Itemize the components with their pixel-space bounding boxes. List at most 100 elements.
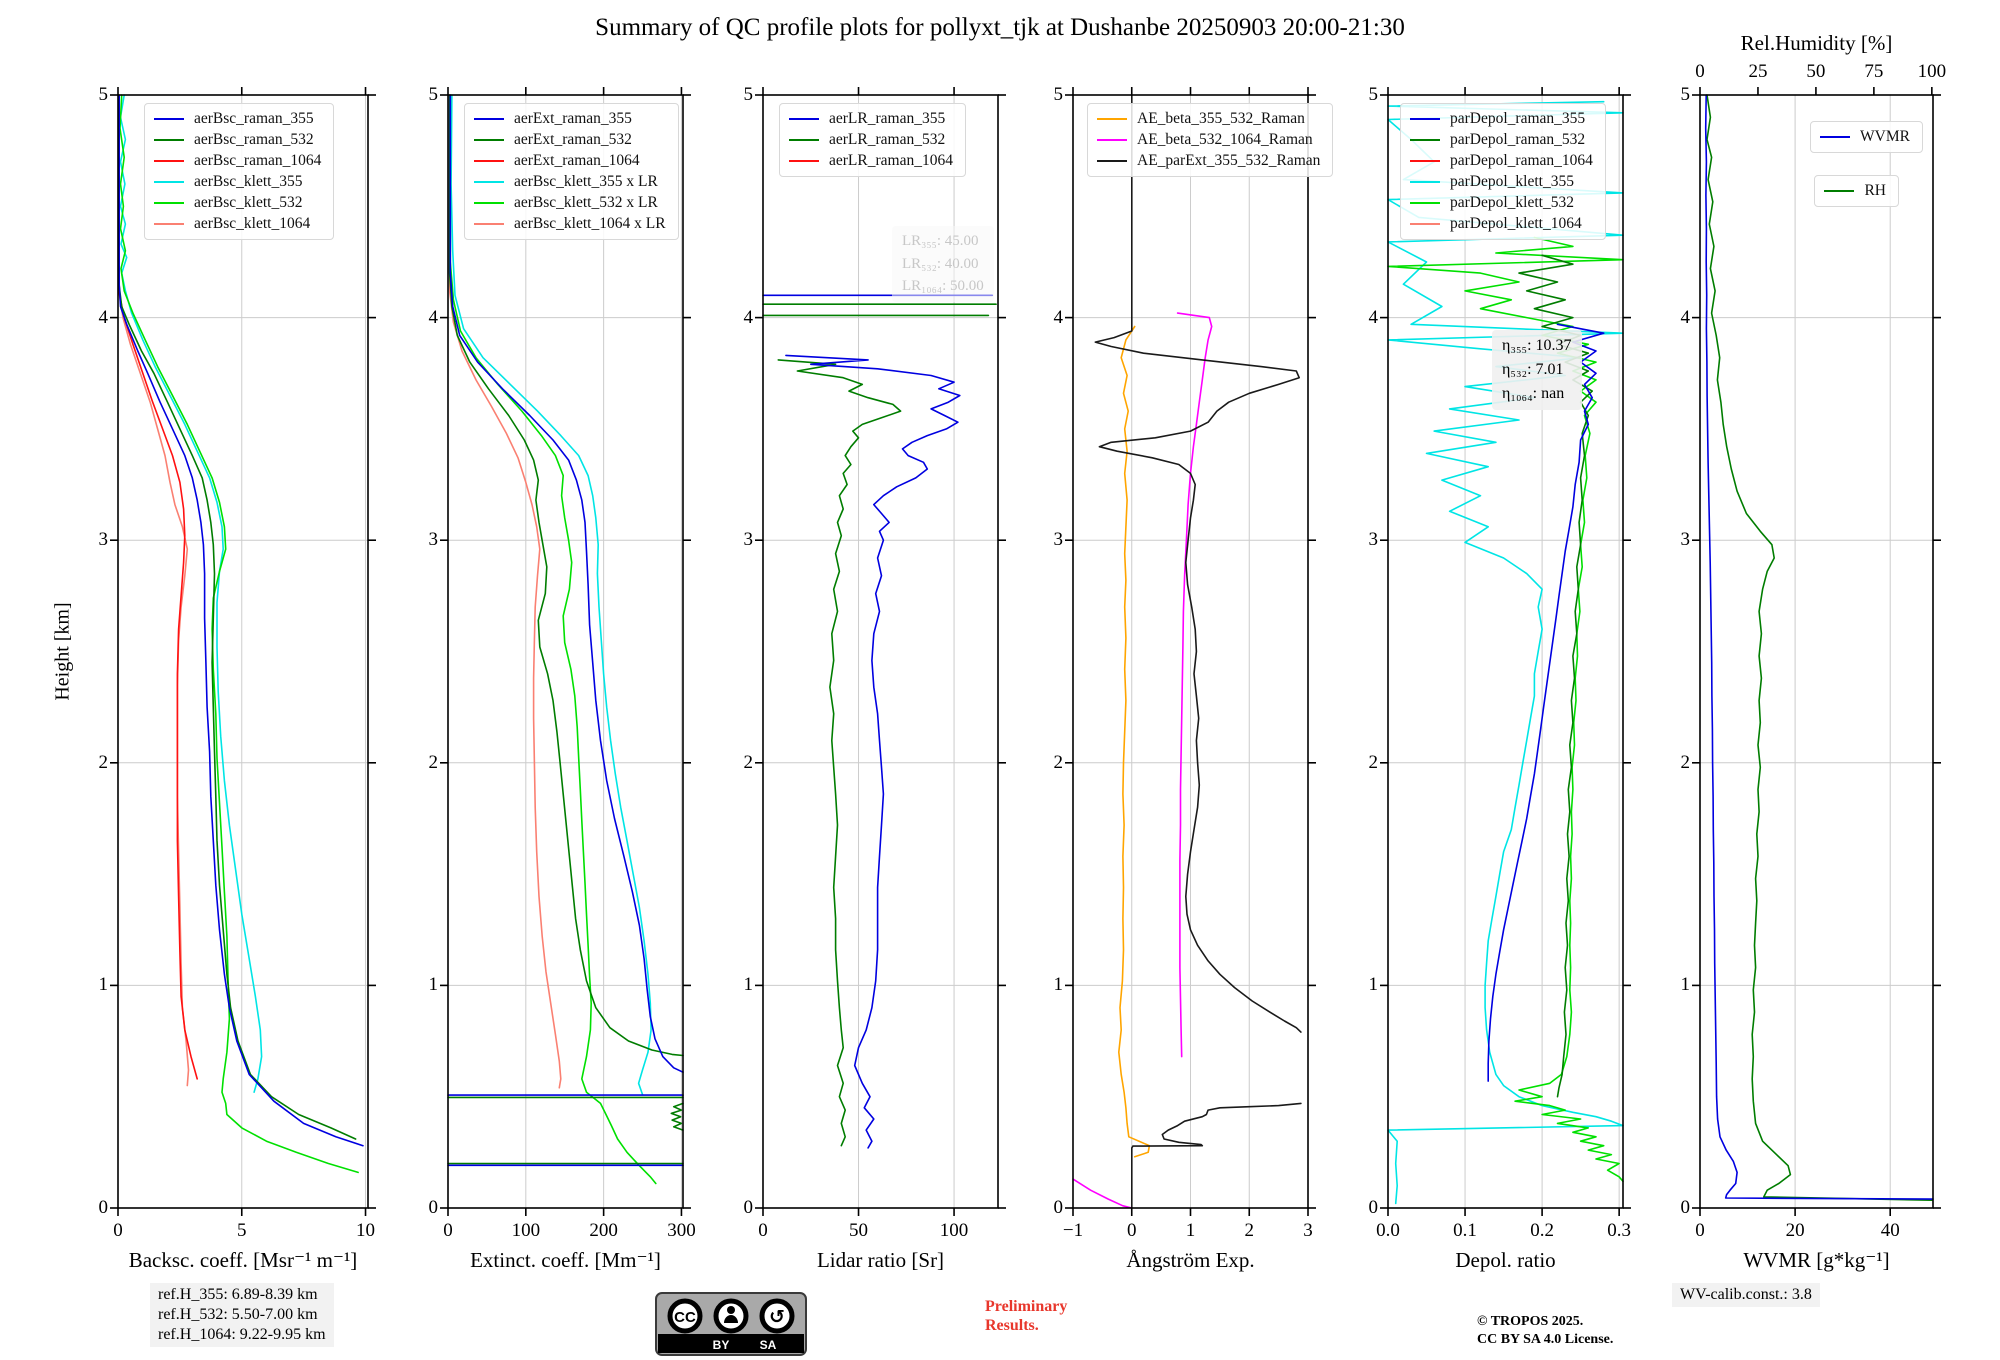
extinction-ytick-label: 4 [428,306,439,328]
angstroem-xtick-label: 3 [1303,1220,1313,1241]
series-WVMR [1704,94,1934,1200]
legend-item: aerBsc_klett_355 [154,173,321,191]
legend-line-swatch [789,139,819,141]
backscatter-ytick-label: 3 [98,529,109,551]
cc-badge-graphic: CC ↺ BY SA [655,1292,807,1356]
legend-line-swatch [1097,139,1127,141]
sa-arrow-icon [759,1298,795,1334]
series-aerExt_raman_532 [448,94,684,1057]
extinction-plot: aerExt_raman_355 aerExt_raman_532 aerExt_r… [440,87,994,1216]
legend-item: aerBsc_klett_355 x LR [474,173,666,191]
legend-label: aerBsc_raman_1064 [194,152,322,169]
series-aerLR_raman_532 [777,359,902,1147]
legend-item: AE_beta_355_532_Raman [1097,110,1320,128]
wvmr-xtick-label: 20 [1785,1220,1805,1241]
depol-legend: parDepol_raman_355 parDepol_raman_532 parD… [1400,103,1606,240]
angstroem-chart-area [1065,87,1316,1216]
wvmr-xtick-label: 0 [1695,1220,1705,1241]
depol-ytick-label: 2 [1368,751,1379,773]
depol-ytick-label: 4 [1368,306,1379,328]
depol-annotation: η₃₅₅: 10.37 η₅₃₂: 7.01 η₁₀₆₄: nan [1492,330,1582,410]
extinction-legend: aerExt_raman_355 aerExt_raman_532 aerExt_r… [464,103,679,240]
lidar-ratio-ytick-label: 0 [743,1197,754,1218]
annotation-line: LR₁₀₆₄: 50.00 [902,278,984,294]
annotation-line: η₁₀₆₄: nan [1502,385,1565,402]
legend-item: aerLR_raman_1064 [789,152,953,170]
wvmr-ytick-label: 5 [1680,84,1691,105]
lidar-ratio-ytick-label: 2 [743,751,754,773]
legend-label: aerBsc_klett_1064 x LR [514,215,666,232]
angstroem-ytick-label: 5 [1053,84,1064,105]
legend-label: WVMR [1860,128,1910,145]
wvmr-xlabel: WVMR [g*kg⁻¹] [1743,1248,1890,1272]
legend-line-swatch [474,202,504,204]
lidar-ratio-xtick-label: 100 [939,1220,969,1241]
legend-item: aerLR_raman_355 [789,110,953,128]
legend-item: aerBsc_raman_1064 [154,152,321,170]
wv-calib-box: WV-calib.const.: 3.8 [1672,1283,1820,1307]
legend-label: RH [1864,182,1886,199]
wvmr-ytick-label: 0 [1680,1197,1691,1218]
backscatter-plot: aerBsc_raman_355 aerBsc_raman_532 aerBsc_r… [110,87,376,1216]
ref-h-355: ref.H_355: 6.89-8.39 km [158,1286,318,1303]
extinction-xtick-label: 300 [667,1220,696,1241]
legend-label: AE_beta_355_532_Raman [1137,110,1305,127]
ref-h-532: ref.H_532: 5.50-7.00 km [158,1306,318,1323]
series-aerBsc_klett_532_x_LR [449,94,657,1185]
depol-xtick-label: 0.1 [1453,1220,1477,1241]
legend-label: aerLR_raman_1064 [829,152,953,169]
legend-item: aerBsc_klett_532 x LR [474,194,666,212]
legend-label: aerLR_raman_532 [829,131,946,148]
legend-item: parDepol_klett_532 [1410,194,1593,212]
angstroem-ytick-label: 1 [1053,974,1064,996]
wvmr-ytick-label: 4 [1680,306,1691,328]
series-aerBsc_raman_355 [118,94,364,1147]
wvmr-toptick-label: 0 [1695,61,1705,82]
cc-icon [667,1298,703,1334]
sa-text: SA [760,1338,777,1352]
legend-item: aerBsc_raman_355 [154,110,321,128]
legend-item: RH [1824,182,1886,200]
legend-line-swatch [154,181,184,183]
wvmr-legend: WVMR [1810,121,1923,153]
depol-ytick-label: 3 [1368,529,1379,551]
extinction-chart-area [440,87,691,1216]
wvmr-toptick-label: 100 [1917,61,1947,82]
extinction-annotation: LR₃₅₅: 45.00 LR₅₃₂: 40.00 LR₁₀₆₄: 50.00 [892,226,994,302]
legend-label: aerBsc_klett_532 [194,194,303,211]
wvmr-toptick-label: 75 [1864,61,1884,82]
series-RH [1706,94,1933,1201]
legend-item: AE_beta_532_1064_Raman [1097,131,1320,149]
legend-label: aerBsc_raman_532 [194,131,314,148]
backscatter-ytick-label: 4 [98,306,109,328]
depol-xtick-label: 0.0 [1376,1220,1400,1241]
legend-item: AE_parExt_355_532_Raman [1097,152,1320,170]
legend-label: aerBsc_klett_532 x LR [514,194,658,211]
series-AE_beta_355_532 [1117,325,1151,1158]
cc-text: CC [674,1309,696,1326]
lidar-ratio-xtick-label: 50 [849,1220,869,1241]
legend-item: WVMR [1820,128,1910,146]
legend-label: AE_parExt_355_532_Raman [1137,152,1321,169]
depol-ytick-label: 5 [1368,84,1379,105]
legend-line-swatch [1824,190,1855,192]
extinction-xtick-label: 100 [511,1220,541,1241]
backscatter-ytick-label: 0 [98,1197,109,1218]
legend-line-swatch [1410,118,1440,120]
legend-line-swatch [474,181,504,183]
legend-label: parDepol_raman_1064 [1450,152,1593,169]
cc-license-badge: CC ↺ BY SA [655,1292,807,1360]
wvmr-ytick-label: 1 [1680,974,1691,996]
legend-line-swatch [154,223,184,225]
angstroem-ytick-label: 4 [1053,306,1064,328]
series-ext_532_wiggle [670,1102,684,1131]
angstroem-xlabel: Ångström Exp. [1126,1248,1255,1272]
depol-chart-area [1380,87,1631,1216]
angstroem-ytick-label: 3 [1053,529,1064,551]
wvmr-plot: WVMR RH [1692,87,1941,1216]
backscatter-ytick-label: 5 [98,84,109,105]
series-aerBsc_klett_355 [119,94,263,1094]
by-text: BY [713,1338,730,1352]
angstroem-ytick-label: 2 [1053,751,1064,773]
